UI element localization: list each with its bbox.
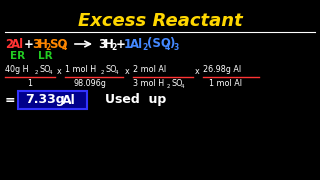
- Text: 2: 2: [45, 42, 50, 51]
- FancyBboxPatch shape: [18, 91, 86, 109]
- Text: 4: 4: [62, 42, 67, 51]
- Text: x: x: [195, 66, 200, 75]
- Text: Al: Al: [62, 93, 76, 107]
- Text: 7.33g: 7.33g: [25, 93, 65, 107]
- Text: 2: 2: [101, 70, 105, 75]
- Text: SO: SO: [105, 66, 116, 75]
- Text: SO: SO: [171, 80, 182, 89]
- Text: SO: SO: [39, 66, 51, 75]
- Text: +: +: [116, 37, 126, 51]
- Text: ER: ER: [10, 51, 25, 61]
- Text: 4: 4: [165, 42, 170, 51]
- Text: 4: 4: [49, 70, 52, 75]
- Text: 3: 3: [98, 37, 106, 51]
- Text: x: x: [125, 66, 130, 75]
- Text: Al: Al: [130, 37, 143, 51]
- Text: 4: 4: [115, 70, 118, 75]
- Text: 3: 3: [174, 42, 179, 51]
- Text: (SO: (SO: [147, 37, 171, 51]
- Text: ): ): [169, 37, 174, 51]
- Text: =: =: [5, 93, 16, 107]
- Text: 2 mol Al: 2 mol Al: [133, 66, 166, 75]
- Text: 2: 2: [35, 70, 38, 75]
- Text: 2: 2: [5, 37, 13, 51]
- Text: SO: SO: [49, 37, 68, 51]
- Text: H: H: [38, 37, 48, 51]
- Text: 1 mol H: 1 mol H: [65, 66, 96, 75]
- Text: x: x: [57, 66, 62, 75]
- Text: 98.096g: 98.096g: [73, 80, 106, 89]
- Text: 1: 1: [27, 80, 32, 89]
- Text: Al: Al: [11, 37, 24, 51]
- Text: H: H: [104, 37, 114, 51]
- Text: 1 mol Al: 1 mol Al: [209, 80, 242, 89]
- Text: +: +: [24, 37, 34, 51]
- Text: 1: 1: [124, 37, 132, 51]
- Text: 3: 3: [32, 37, 40, 51]
- Text: Excess Reactant: Excess Reactant: [78, 12, 242, 30]
- Text: 40g H: 40g H: [5, 66, 28, 75]
- Text: 2: 2: [142, 42, 147, 51]
- Text: Used  up: Used up: [105, 93, 166, 107]
- Text: LR: LR: [38, 51, 52, 61]
- Text: 26.98g Al: 26.98g Al: [203, 66, 241, 75]
- Text: 3 mol H: 3 mol H: [133, 80, 164, 89]
- Text: 2: 2: [111, 42, 116, 51]
- Text: 4: 4: [181, 84, 185, 89]
- Text: 2: 2: [167, 84, 171, 89]
